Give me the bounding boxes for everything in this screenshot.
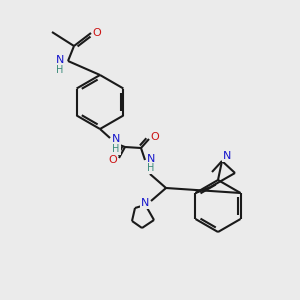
Text: N: N [147, 154, 155, 164]
Text: N: N [112, 134, 120, 144]
Text: H: H [56, 65, 64, 75]
Text: N: N [141, 198, 149, 208]
Text: N: N [223, 151, 231, 161]
Text: O: O [93, 28, 101, 38]
Text: O: O [151, 132, 159, 142]
Text: O: O [109, 155, 117, 165]
Text: H: H [112, 144, 120, 154]
Text: H: H [147, 163, 155, 173]
Text: N: N [56, 55, 64, 65]
